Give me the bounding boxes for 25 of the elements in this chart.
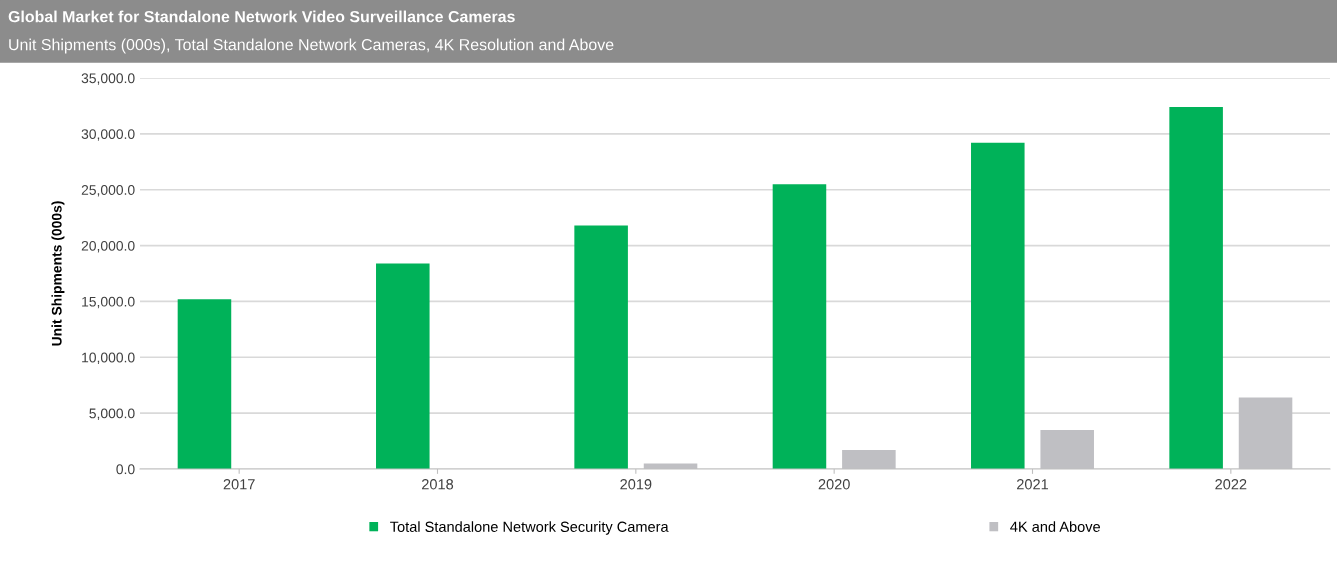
- bar: [1169, 107, 1223, 469]
- chart-subtitle: Unit Shipments (000s), Total Standalone Network Cameras, 4K Resolution and Above: [9, 38, 614, 54]
- y-tick-label: 15,000.0: [82, 296, 135, 309]
- y-axis-title: Unit Shipments (000s): [51, 201, 65, 346]
- bar: [376, 263, 430, 469]
- y-tick-label: 20,000.0: [81, 240, 135, 253]
- y-tick-label: 35,000.0: [81, 73, 135, 85]
- bar: [772, 184, 827, 469]
- bar: [574, 225, 628, 469]
- legend-label: 4K and Above: [1010, 521, 1100, 532]
- x-tick-label: 2017: [223, 479, 255, 490]
- bar: [971, 142, 1025, 469]
- chart-title: Global Market for Standalone Network Video Surveillance Cameras: [8, 10, 515, 23]
- y-tick-label: 30,000.0: [81, 129, 135, 141]
- y-tick-label: 10,000.0: [82, 352, 135, 365]
- x-tick-label: 2022: [1215, 479, 1247, 490]
- x-tick-label: 2018: [422, 479, 454, 490]
- legend-label: Total Standalone Network Security Camera: [390, 521, 669, 535]
- y-tick-label: 0.0: [116, 464, 135, 475]
- y-tick-label: 25,000.0: [81, 185, 135, 197]
- x-tick-label: 2020: [818, 479, 850, 490]
- x-tick-label: 2021: [1017, 479, 1049, 490]
- x-tick-label: 2019: [620, 479, 652, 490]
- bar: [177, 299, 232, 469]
- y-tick-label: 5,000.0: [89, 408, 135, 420]
